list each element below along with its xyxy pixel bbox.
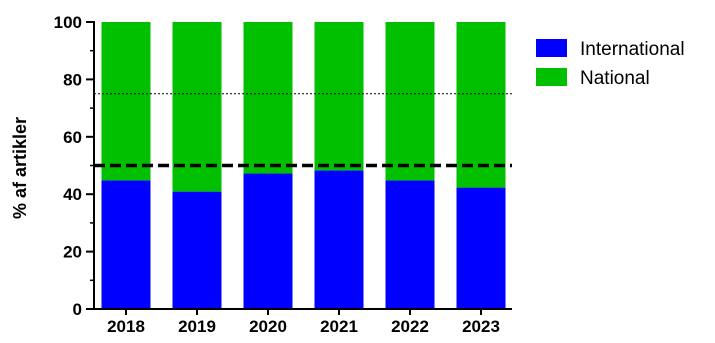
y-tick-label-40: 40 xyxy=(63,185,82,204)
x-tick-label-2019: 2019 xyxy=(178,317,216,336)
bar-national-2019 xyxy=(172,22,222,192)
legend-swatch-national xyxy=(536,68,567,86)
legend: International National xyxy=(536,39,685,89)
x-tick-label-2020: 2020 xyxy=(249,317,287,336)
y-ticks-layer: 0 20 40 60 80 100 xyxy=(54,13,94,319)
bar-international-2023 xyxy=(456,187,506,309)
bar-national-2021 xyxy=(314,22,364,171)
legend-swatch-international xyxy=(536,39,567,57)
x-tick-label-2023: 2023 xyxy=(462,317,500,336)
bar-international-2022 xyxy=(385,180,435,309)
bar-national-2022 xyxy=(385,22,435,181)
bar-national-2023 xyxy=(456,22,506,188)
x-tick-label-2018: 2018 xyxy=(107,317,145,336)
y-axis-title: % af artikler xyxy=(10,117,30,219)
x-tick-label-2021: 2021 xyxy=(320,317,358,336)
x-ticks-layer: 2018 2019 2020 2021 2022 2023 xyxy=(107,309,500,336)
legend-label-national: National xyxy=(580,68,650,89)
y-tick-label-0: 0 xyxy=(73,300,82,319)
y-tick-label-100: 100 xyxy=(54,13,82,32)
x-tick-label-2022: 2022 xyxy=(391,317,429,336)
bar-international-2019 xyxy=(172,191,222,309)
bars-layer xyxy=(101,22,506,309)
bar-national-2020 xyxy=(243,22,293,174)
legend-label-international: International xyxy=(580,39,685,60)
bar-national-2018 xyxy=(101,22,151,181)
y-tick-label-80: 80 xyxy=(63,70,82,89)
y-tick-label-20: 20 xyxy=(63,243,82,262)
bar-international-2020 xyxy=(243,173,293,309)
y-tick-label-60: 60 xyxy=(63,128,82,147)
bar-international-2018 xyxy=(101,180,151,309)
bar-international-2021 xyxy=(314,170,364,309)
reference-lines-layer xyxy=(94,93,512,168)
